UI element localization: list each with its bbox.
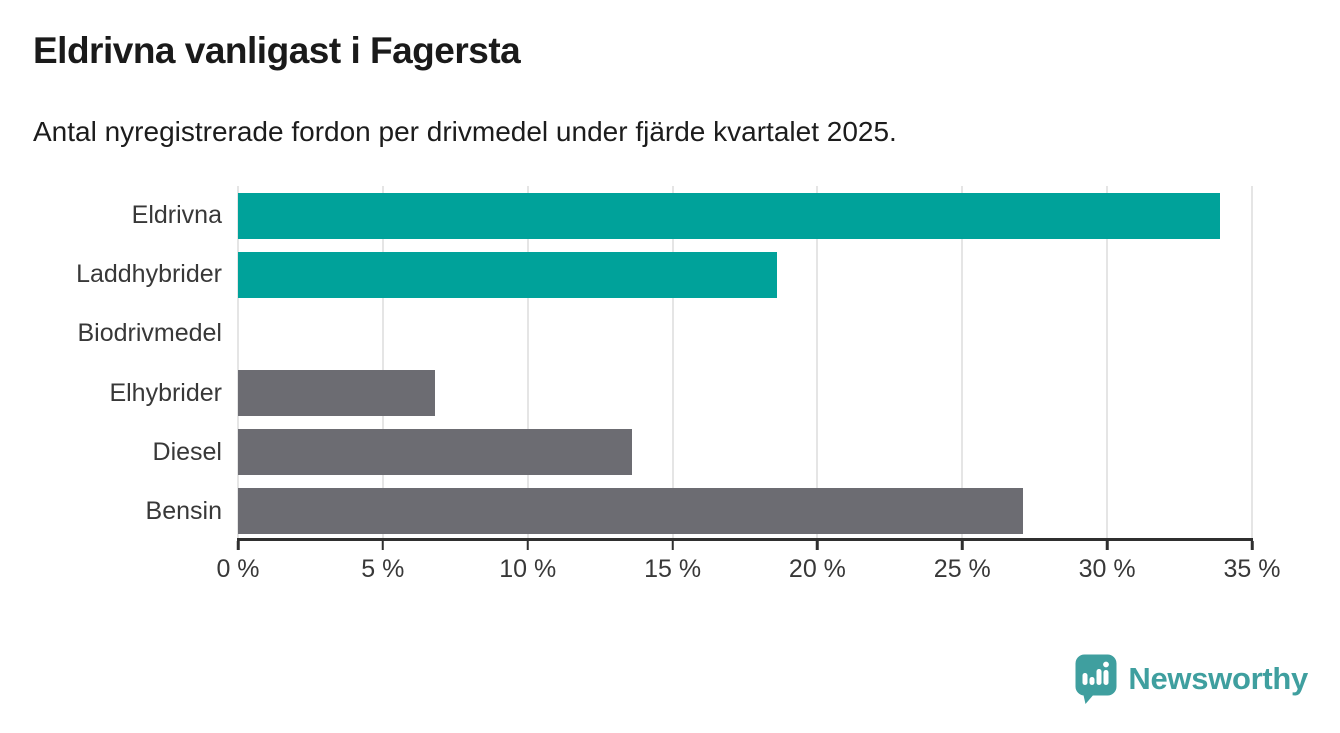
gridline-30 [1106, 186, 1109, 541]
category-label-elhybrider: Elhybrider [109, 378, 222, 407]
x-tick-5 [381, 541, 385, 550]
bar-elhybrider [238, 370, 435, 417]
x-tick-label-30: 30 % [1078, 555, 1136, 583]
x-tick-label-35: 35 % [1223, 555, 1281, 583]
x-tick-label-5: 5 % [361, 555, 405, 583]
bar-diesel [238, 429, 632, 476]
category-label-eldrivna: Eldrivna [131, 201, 222, 230]
gridline-20 [816, 186, 819, 541]
category-label-laddhybrider: Laddhybrider [76, 260, 222, 289]
bar-eldrivna [238, 192, 1221, 239]
gridline-25 [961, 186, 964, 541]
category-label-diesel: Diesel [152, 437, 222, 466]
x-tick-30 [1105, 541, 1109, 550]
newsworthy-logo-icon [1075, 654, 1117, 704]
x-tick-label-15: 15 % [644, 555, 702, 583]
category-label-biodrivmedel: Biodrivmedel [77, 319, 222, 348]
plot-area: 0 % 5 % 10 % 15 % 20 % 25 % 30 % 35 % [216, 186, 1280, 583]
chart-title: Eldrivna vanligast i Fagersta [33, 30, 521, 71]
x-tick-label-20: 20 % [788, 555, 846, 583]
x-tick-label-25: 25 % [933, 555, 991, 583]
bars-layer [238, 186, 1252, 541]
category-axis-labels: Eldrivna Laddhybrider Biodrivmedel Elhybrid… [0, 186, 222, 541]
newsworthy-brand: Newsworthy [1074, 653, 1308, 705]
gridline-10 [526, 186, 529, 541]
x-tick-0 [236, 541, 240, 550]
gridline-15 [671, 186, 674, 541]
x-tick-label-0: 0 % [216, 555, 260, 583]
gridline-35 [1251, 186, 1253, 541]
x-axis-line [237, 538, 1253, 541]
newsworthy-brand-name: Newsworthy [1128, 661, 1308, 696]
x-tick-20 [816, 541, 819, 550]
gridline-5 [381, 186, 384, 541]
x-tick-10 [526, 541, 529, 550]
bar-laddhybrider [238, 251, 777, 298]
gridline-0 [237, 186, 239, 541]
x-tick-25 [961, 541, 964, 550]
x-tick-35 [1250, 541, 1254, 550]
bar-bensin [238, 488, 1024, 535]
x-tick-label-10: 10 % [499, 555, 557, 583]
chart-subtitle: Antal nyregistrerade fordon per drivmede… [33, 116, 897, 147]
x-tick-15 [671, 541, 674, 550]
category-label-bensin: Bensin [145, 496, 222, 525]
